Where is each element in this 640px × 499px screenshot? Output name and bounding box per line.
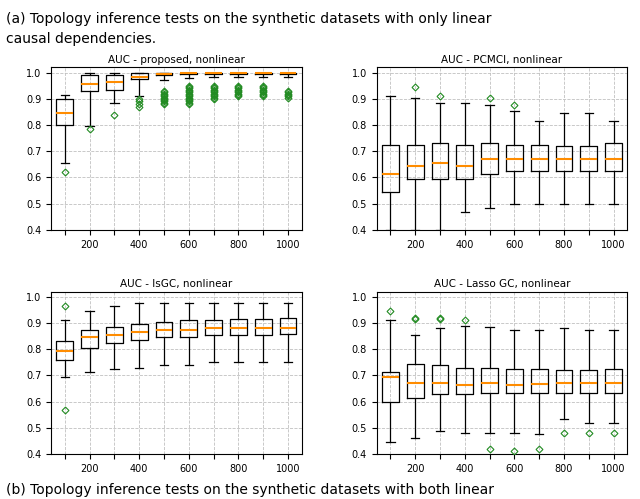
Title: AUC - proposed, nonlinear: AUC - proposed, nonlinear: [108, 55, 245, 65]
Title: AUC - PCMCI, nonlinear: AUC - PCMCI, nonlinear: [442, 55, 563, 65]
Title: AUC - Lasso GC, nonlinear: AUC - Lasso GC, nonlinear: [434, 279, 570, 289]
Title: AUC - lsGC, nonlinear: AUC - lsGC, nonlinear: [120, 279, 232, 289]
Text: (b) Topology inference tests on the synthetic datasets with both linear: (b) Topology inference tests on the synt…: [6, 483, 494, 497]
Text: causal dependencies.: causal dependencies.: [6, 32, 157, 46]
Text: (a) Topology inference tests on the synthetic datasets with only linear: (a) Topology inference tests on the synt…: [6, 12, 492, 26]
